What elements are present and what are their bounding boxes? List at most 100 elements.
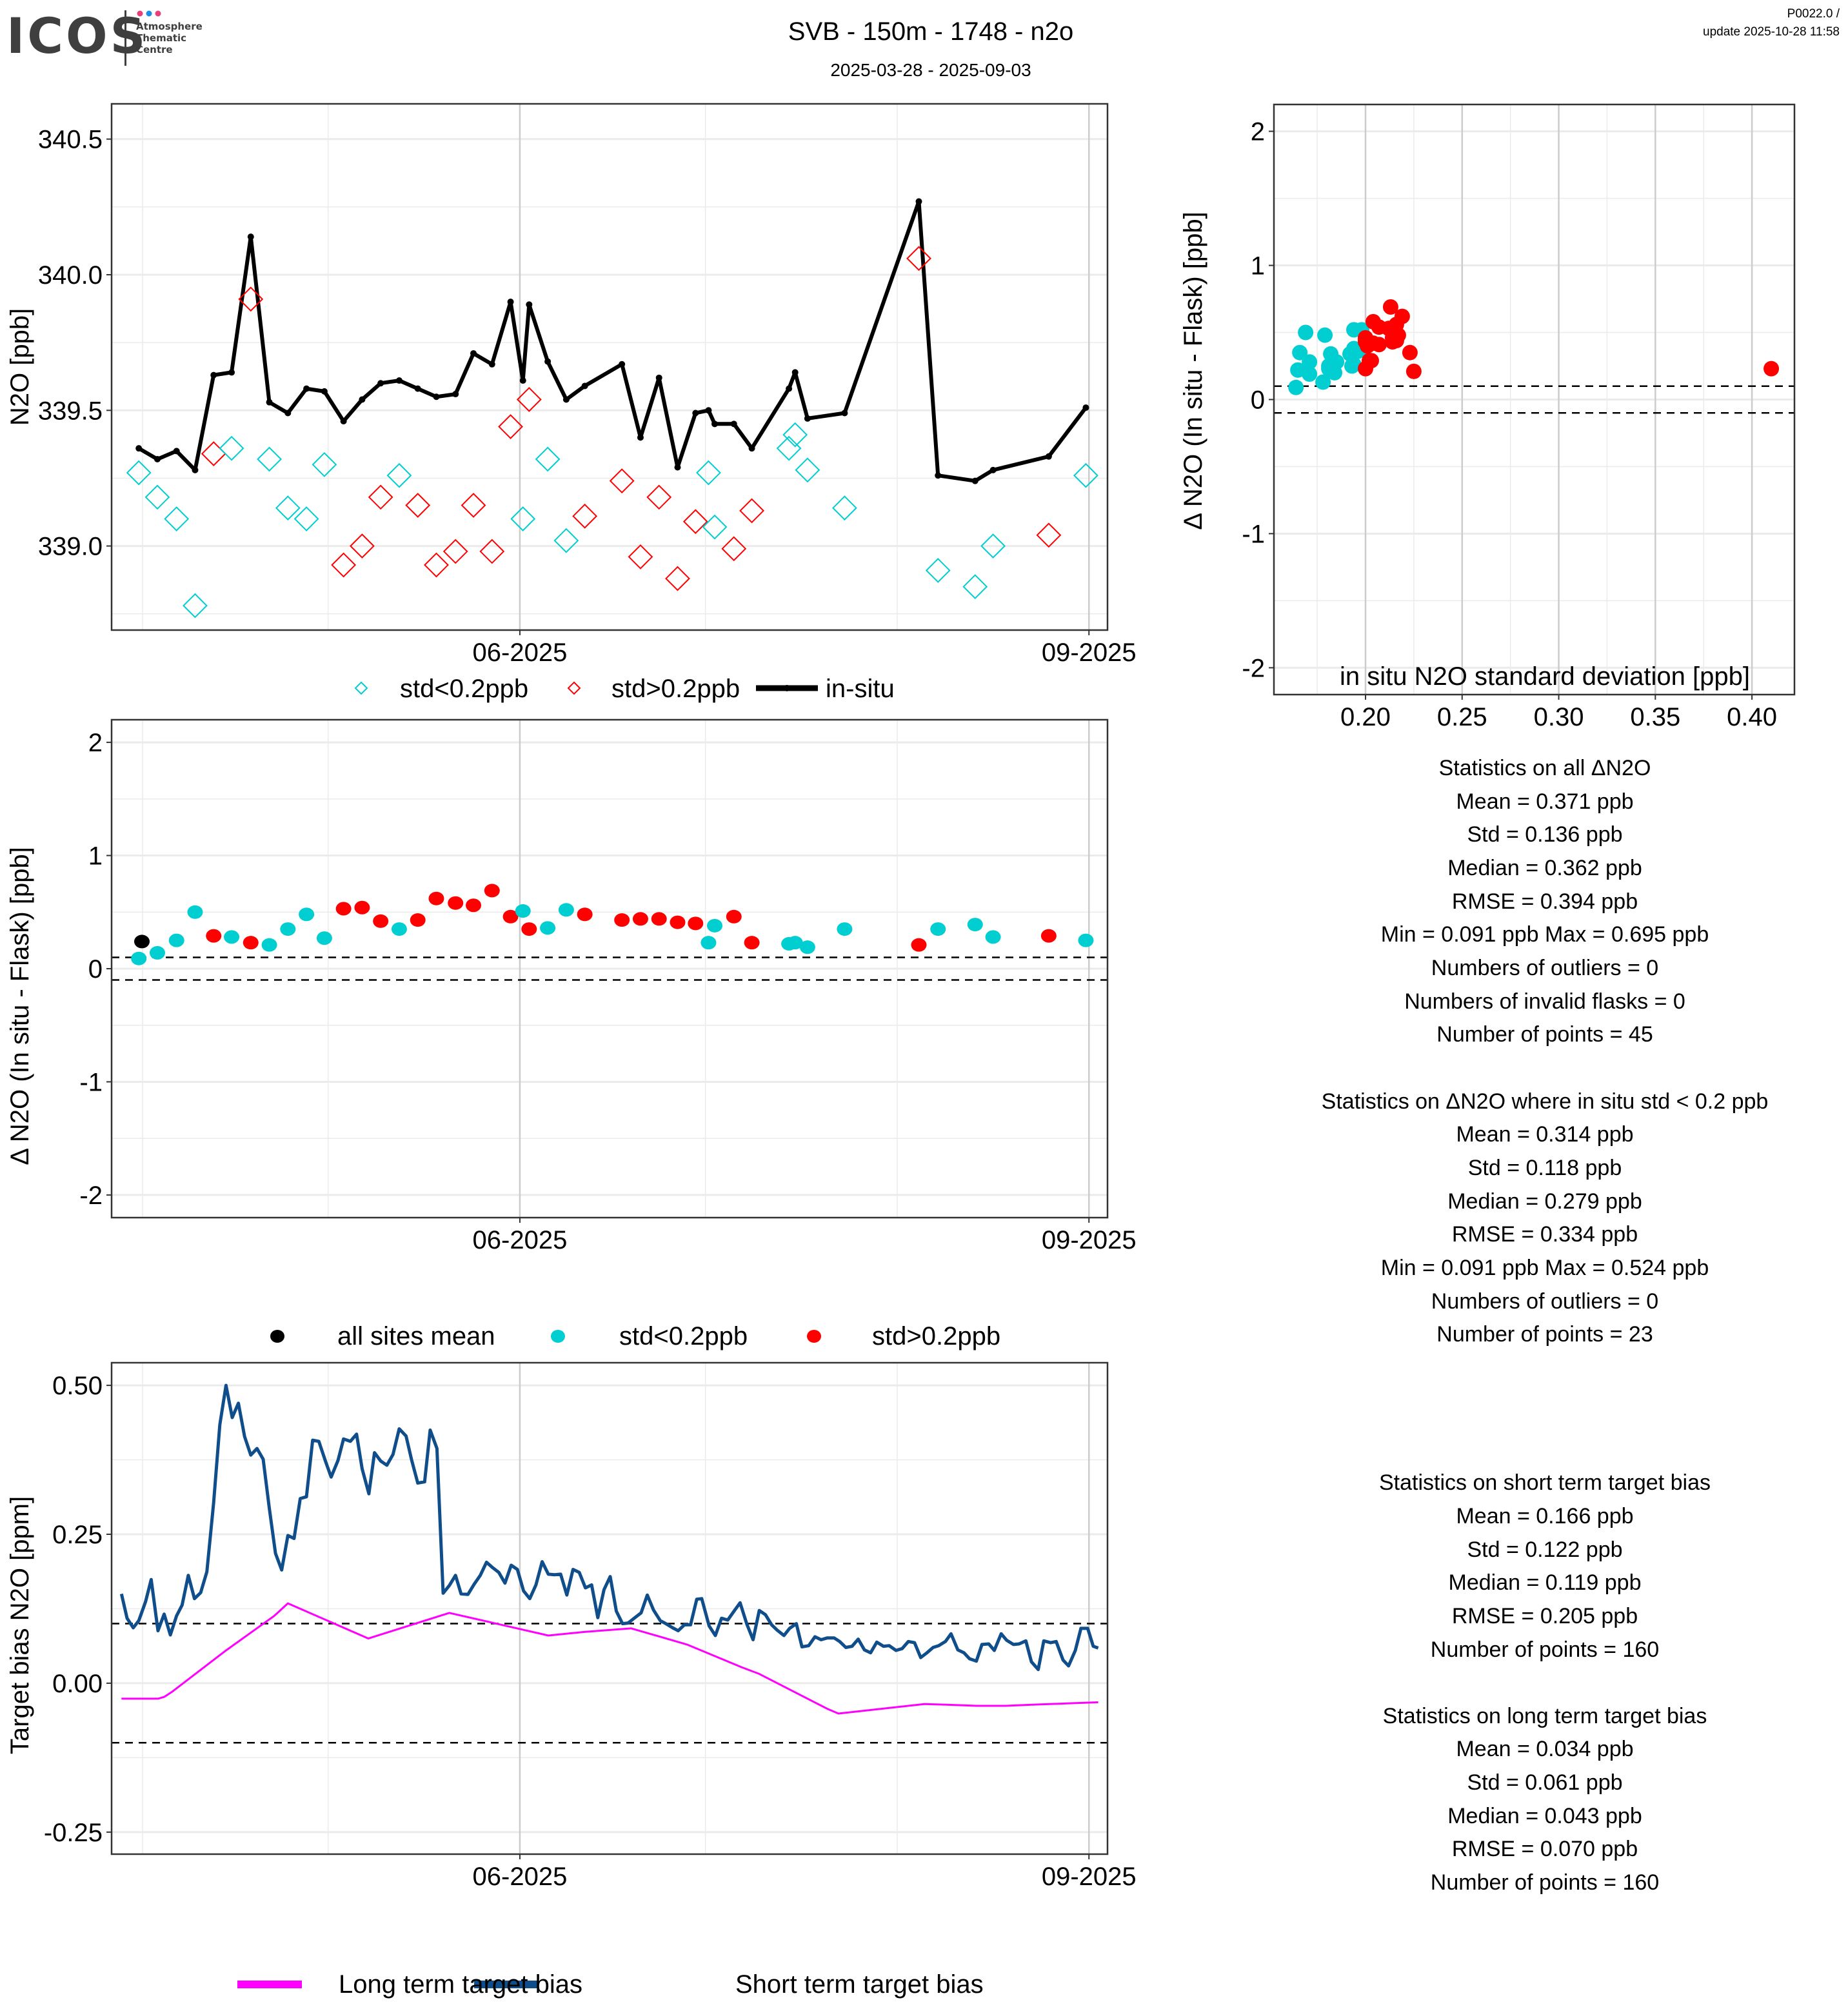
scatter-point-low-std: [1346, 322, 1362, 338]
stats-all-delta: Statistics on all ΔN2O Mean = 0.371 ppb …: [1381, 756, 1709, 1047]
flask-point-high-std: [461, 493, 486, 518]
legend-diamond-low-std: [354, 681, 368, 695]
delta-point-high-std: [577, 907, 593, 922]
flask-point-high-std: [331, 552, 357, 578]
insitu-point: [321, 388, 328, 395]
y-axis-title: Target bias N2O [ppm]: [6, 1496, 34, 1754]
insitu-point: [414, 385, 421, 392]
y-axis-title: N2O [ppb]: [6, 308, 34, 426]
date-range: 2025-03-28 - 2025-09-03: [830, 60, 1031, 80]
scatter-point-low-std: [1288, 379, 1304, 395]
insitu-point: [192, 466, 199, 473]
delta-point-low-std: [187, 905, 203, 919]
scatter-point-high-std: [1384, 330, 1400, 346]
insitu-point: [359, 396, 366, 403]
flask-point-low-std: [510, 506, 536, 531]
scatter-point-high-std: [1382, 299, 1398, 315]
insitu-point: [1082, 404, 1089, 411]
flask-point-low-std: [144, 484, 170, 510]
stats-line: Number of points = 23: [1436, 1322, 1653, 1347]
insitu-point: [395, 377, 402, 384]
stats-short-term-bias: Statistics on short term target bias Mea…: [1379, 1470, 1711, 1662]
insitu-point: [135, 445, 143, 452]
x-tick-label: 0.20: [1340, 703, 1391, 731]
x-tick-label: 09-2025: [1042, 1226, 1137, 1254]
flask-point-high-std: [405, 493, 431, 518]
stats-line: Number of points = 45: [1436, 1022, 1653, 1047]
insitu-point: [303, 385, 310, 392]
scatter-point-low-std: [1315, 374, 1331, 390]
flask-point-high-std: [479, 539, 505, 564]
delta-point-high-std: [911, 938, 927, 952]
version-label: P0022.0 /: [1787, 7, 1840, 21]
flask-point-high-std: [646, 484, 672, 510]
delta-point-high-std: [632, 912, 648, 926]
stats-line: Mean = 0.034 ppb: [1456, 1737, 1633, 1761]
legend-label-high-std: std>0.2ppb: [611, 675, 740, 703]
scatter-point-low-std: [1298, 324, 1314, 341]
stats-line: Std = 0.118 ppb: [1468, 1156, 1622, 1180]
y-tick-label: 0.25: [52, 1521, 103, 1549]
legend-label-low-std: std<0.2ppb: [400, 675, 528, 703]
x-tick-label: 09-2025: [1042, 1863, 1137, 1891]
delta-point-high-std: [373, 914, 389, 928]
y-tick-label: 1: [1251, 252, 1265, 281]
flask-point-high-std: [1036, 522, 1062, 548]
plot-background: [112, 104, 1108, 630]
insitu-point: [284, 410, 292, 417]
stats-line: Mean = 0.371 ppb: [1456, 789, 1633, 814]
delta-point-low-std: [707, 918, 723, 933]
delta-point-all-sites-mean: [134, 934, 150, 949]
scatter-point-low-std: [1346, 341, 1362, 357]
delta-point-high-std: [428, 891, 444, 905]
logo-dot-icon: [155, 10, 161, 17]
y-tick-label: -2: [1242, 654, 1265, 682]
stats-line: Min = 0.091 ppb Max = 0.524 ppb: [1381, 1256, 1709, 1280]
delta-point-low-std: [558, 903, 574, 917]
stats-line: Median = 0.279 ppb: [1447, 1189, 1642, 1214]
flask-point-high-std: [238, 286, 264, 312]
stats-line: RMSE = 0.205 ppb: [1452, 1604, 1638, 1628]
scatter-point-high-std: [1371, 337, 1387, 353]
delta-point-low-std: [967, 918, 983, 932]
y-tick-label: 340.5: [38, 126, 103, 154]
y-tick-label: -1: [79, 1068, 103, 1096]
stats-title: Statistics on short term target bias: [1379, 1470, 1711, 1495]
insitu-point: [915, 198, 922, 205]
stats-line: RMSE = 0.070 ppb: [1452, 1837, 1638, 1861]
logo-wordmark: ICOS: [6, 7, 148, 64]
flask-point-low-std: [1073, 462, 1098, 488]
flask-point-low-std: [386, 462, 412, 488]
delta-vs-std-scatter-chart: -2 -1 0 1 2 0.20 0.25 0.30 0.35 0.40: [1242, 103, 1796, 731]
flask-point-low-std: [702, 514, 728, 540]
insitu-point: [526, 301, 533, 308]
insitu-point: [674, 464, 681, 471]
update-timestamp: update 2025-10-28 11:58: [1703, 25, 1840, 39]
scatter-point-low-std: [1302, 354, 1318, 370]
delta-point-low-std: [131, 951, 147, 965]
flask-point-high-std: [349, 533, 375, 559]
y-tick-label: 340.0: [38, 261, 103, 290]
flask-point-high-std: [739, 498, 764, 524]
scatter-point-low-std: [1329, 354, 1345, 370]
delta-point-high-std: [502, 909, 519, 924]
insitu-point: [452, 391, 459, 398]
insitu-point: [841, 410, 848, 417]
delta-point-high-std: [651, 912, 667, 926]
y-tick-label: -2: [79, 1181, 103, 1210]
scatter-point-high-std: [1764, 361, 1780, 377]
icos-logo: ICOS Atmosphere Thematic Centre: [6, 7, 203, 66]
y-tick-label: 0: [1251, 386, 1265, 415]
stats-title: Statistics on all ΔN2O: [1439, 756, 1651, 780]
page-title: SVB - 150m - 1748 - n2o: [788, 17, 1073, 46]
delta-point-low-std: [700, 936, 717, 950]
plot-border: [110, 1361, 1109, 1855]
stats-line: RMSE = 0.394 ppb: [1452, 889, 1638, 914]
y-tick-label: 2: [1251, 118, 1265, 146]
delta-point-low-std: [985, 930, 1001, 944]
scatter-point-high-std: [1365, 313, 1381, 330]
flask-point-high-std: [572, 503, 598, 529]
insitu-point: [730, 420, 737, 428]
target-bias-chart: -0.25 0.00 0.25 0.50 06-2025 09-2025: [44, 1361, 1137, 1988]
flask-point-low-std: [126, 460, 152, 486]
